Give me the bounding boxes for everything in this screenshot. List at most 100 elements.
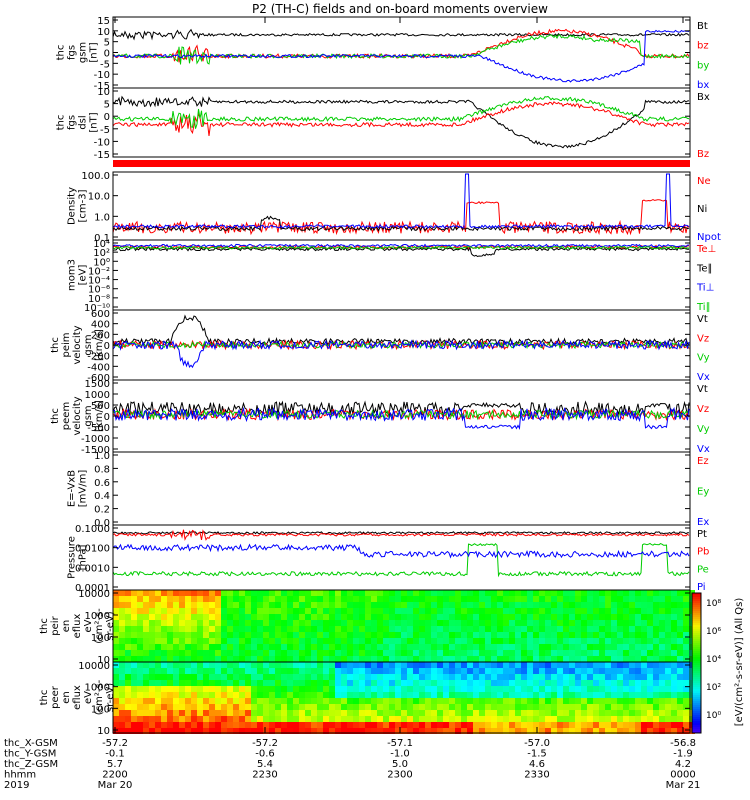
heatmap-cell bbox=[437, 608, 443, 614]
heatmap-cell bbox=[191, 656, 197, 662]
heatmap-cell bbox=[227, 674, 233, 680]
heatmap-cell bbox=[365, 722, 371, 728]
heatmap-cell bbox=[443, 668, 449, 674]
heatmap-cell bbox=[329, 668, 335, 674]
heatmap-cell bbox=[671, 650, 677, 656]
heatmap-cell bbox=[677, 590, 683, 596]
heatmap-cell bbox=[389, 602, 395, 608]
heatmap-cell bbox=[683, 728, 689, 734]
x-tick-label: -1.9 bbox=[673, 749, 693, 760]
heatmap-cell bbox=[113, 674, 119, 680]
heatmap-cell bbox=[365, 680, 371, 686]
heatmap-cell bbox=[239, 602, 245, 608]
heatmap-cell bbox=[551, 656, 557, 662]
heatmap-cell bbox=[299, 620, 305, 626]
heatmap-cell bbox=[605, 638, 611, 644]
heatmap-cell bbox=[407, 716, 413, 722]
heatmap-cell bbox=[593, 668, 599, 674]
heatmap-cell bbox=[383, 638, 389, 644]
heatmap-cell bbox=[263, 626, 269, 632]
heatmap-cell bbox=[377, 608, 383, 614]
heatmap-cell bbox=[263, 638, 269, 644]
heatmap-cell bbox=[539, 662, 545, 668]
heatmap-cell bbox=[623, 620, 629, 626]
heatmap-cell bbox=[317, 710, 323, 716]
heatmap-cell bbox=[491, 656, 497, 662]
heatmap-cell bbox=[185, 620, 191, 626]
heatmap-cell bbox=[335, 710, 341, 716]
heatmap-cell bbox=[509, 704, 515, 710]
heatmap-cell bbox=[473, 632, 479, 638]
heatmap-cell bbox=[335, 656, 341, 662]
heatmap-cell bbox=[449, 638, 455, 644]
heatmap-cell bbox=[125, 668, 131, 674]
heatmap-cell bbox=[347, 608, 353, 614]
heatmap-cell bbox=[359, 620, 365, 626]
heatmap-cell bbox=[323, 728, 329, 734]
heatmap-cell bbox=[227, 704, 233, 710]
heatmap-cell bbox=[683, 602, 689, 608]
colorbar-tick-label: 10⁰ bbox=[706, 711, 721, 721]
heatmap-cell bbox=[605, 698, 611, 704]
heatmap-cell bbox=[173, 644, 179, 650]
heatmap-cell bbox=[551, 704, 557, 710]
heatmap-cell bbox=[575, 728, 581, 734]
heatmap-cell bbox=[473, 596, 479, 602]
heatmap-cell bbox=[485, 704, 491, 710]
heatmap-cell bbox=[407, 632, 413, 638]
heatmap-cell bbox=[677, 674, 683, 680]
heatmap-cell bbox=[461, 710, 467, 716]
heatmap-cell bbox=[635, 716, 641, 722]
heatmap-cell bbox=[269, 680, 275, 686]
heatmap-cell bbox=[431, 710, 437, 716]
heatmap-cell bbox=[269, 698, 275, 704]
heatmap-cell bbox=[683, 650, 689, 656]
heatmap-cell bbox=[131, 650, 137, 656]
heatmap-cell bbox=[521, 620, 527, 626]
heatmap-cell bbox=[209, 656, 215, 662]
heatmap-cell bbox=[191, 716, 197, 722]
heatmap-cell bbox=[167, 686, 173, 692]
heatmap-cell bbox=[617, 620, 623, 626]
heatmap-cell bbox=[173, 668, 179, 674]
legend-Pe: Pe bbox=[697, 564, 709, 575]
heatmap-cell bbox=[623, 650, 629, 656]
heatmap-cell bbox=[641, 698, 647, 704]
heatmap-cell bbox=[401, 626, 407, 632]
heatmap-cell bbox=[671, 668, 677, 674]
colorbar-step bbox=[692, 615, 701, 617]
heatmap-cell bbox=[287, 644, 293, 650]
heatmap-cell bbox=[431, 656, 437, 662]
heatmap-cell bbox=[191, 710, 197, 716]
heatmap-cell bbox=[347, 638, 353, 644]
heatmap-cell bbox=[353, 650, 359, 656]
heatmap-cell bbox=[647, 668, 653, 674]
heatmap-cell bbox=[263, 668, 269, 674]
heatmap-cell bbox=[227, 650, 233, 656]
heatmap-cell bbox=[557, 692, 563, 698]
heatmap-cell bbox=[479, 680, 485, 686]
y-tick-label: 100 bbox=[91, 633, 110, 644]
x-tick-label: Mar 21 bbox=[666, 780, 701, 791]
heatmap-cell bbox=[425, 596, 431, 602]
heatmap-cell bbox=[227, 638, 233, 644]
heatmap-cell bbox=[461, 704, 467, 710]
heatmap-cell bbox=[671, 626, 677, 632]
heatmap-cell bbox=[437, 692, 443, 698]
heatmap-cell bbox=[119, 668, 125, 674]
heatmap-cell bbox=[305, 590, 311, 596]
y-tick-label: 0.6 bbox=[94, 478, 110, 489]
colorbar-step bbox=[692, 623, 701, 625]
heatmap-cell bbox=[401, 668, 407, 674]
heatmap-cell bbox=[365, 644, 371, 650]
heatmap-cell bbox=[365, 632, 371, 638]
heatmap-cell bbox=[215, 668, 221, 674]
heatmap-cell bbox=[623, 602, 629, 608]
heatmap-cell bbox=[611, 590, 617, 596]
heatmap-cell bbox=[167, 608, 173, 614]
heatmap-cell bbox=[473, 710, 479, 716]
y-axis-label-line: velocity bbox=[72, 396, 83, 435]
heatmap-cell bbox=[137, 626, 143, 632]
heatmap-cell bbox=[365, 596, 371, 602]
heatmap-cell bbox=[455, 680, 461, 686]
